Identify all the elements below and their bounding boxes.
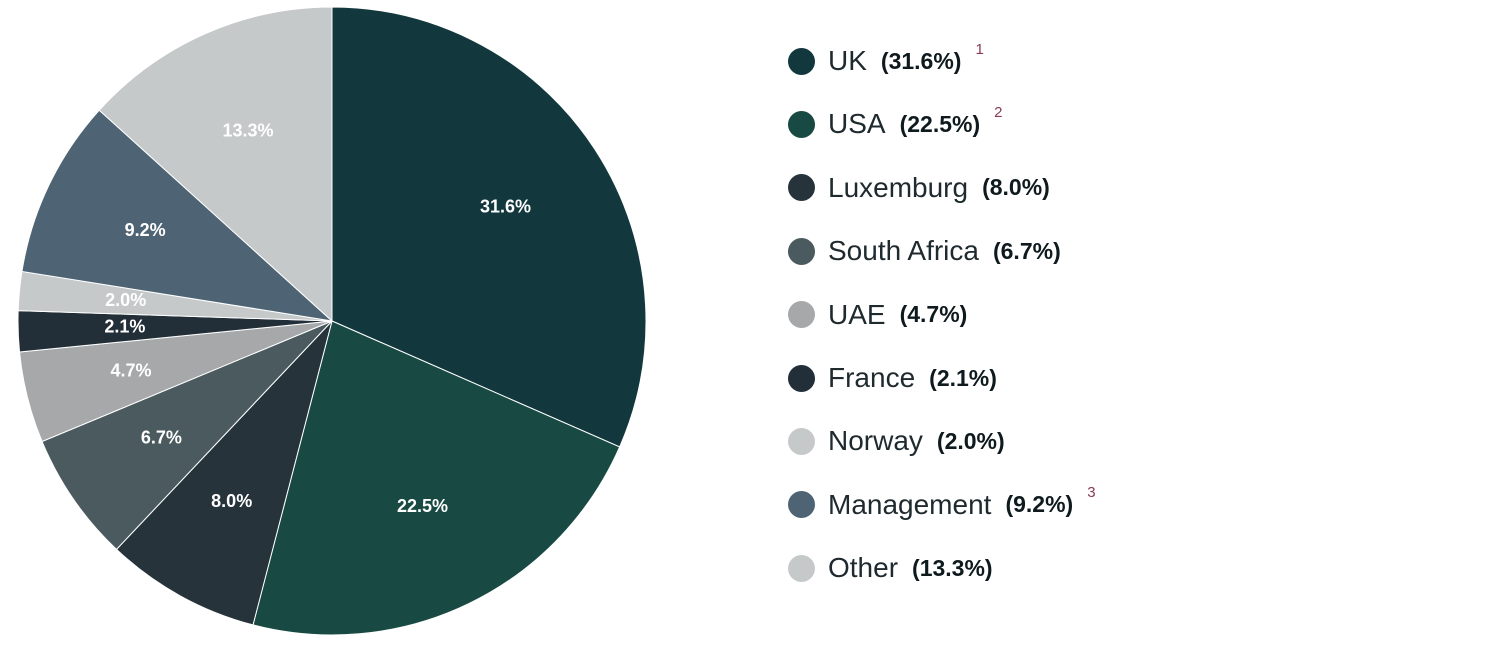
- slice-value-label: 13.3%: [222, 120, 273, 140]
- pie-slice-other: [98, 6, 333, 323]
- legend-label: South Africa: [828, 235, 979, 267]
- legend-item: Luxemburg (8.0%): [788, 168, 1050, 208]
- legend-item: UK (31.6%) 1: [788, 41, 984, 81]
- legend-swatch: [788, 301, 815, 329]
- legend-swatch: [788, 491, 815, 519]
- legend-percentage: (13.3%): [912, 554, 993, 581]
- legend-label: Luxemburg: [828, 171, 969, 203]
- legend-item: Norway (2.0%): [788, 421, 1005, 461]
- legend-item: South Africa (6.7%): [788, 231, 1061, 271]
- legend-swatch: [788, 364, 815, 392]
- legend-footnote-marker: 1: [975, 40, 984, 58]
- pie-slice-luxemburg: [115, 320, 333, 626]
- legend-percentage: (6.7%): [992, 237, 1061, 264]
- slice-value-label: 9.2%: [125, 220, 166, 240]
- legend-swatch: [788, 174, 815, 202]
- slice-value-label: 4.7%: [110, 360, 151, 380]
- slice-value-label: 2.1%: [104, 317, 145, 337]
- slice-value-label: 31.6%: [480, 196, 531, 216]
- legend-label: Norway: [828, 425, 923, 457]
- legend-item: France (2.1%): [788, 358, 997, 398]
- legend-item: Management (9.2%) 3: [788, 484, 1096, 525]
- legend-label: France: [828, 362, 916, 393]
- legend-item: Other (13.3%): [788, 548, 993, 588]
- legend-label: UAE: [828, 298, 886, 330]
- slice-value-label: 6.7%: [141, 427, 182, 447]
- legend-percentage: (2.0%): [936, 427, 1005, 454]
- legend-label: USA: [828, 108, 886, 140]
- pie-chart: 31.6% 22.5% 8.0% 6.7% 4.7% 2.1% 2.0% 9.2% 13.3%: [17, 6, 647, 636]
- slice-value-label: 22.5%: [397, 496, 448, 516]
- legend-swatch: [788, 427, 815, 455]
- legend-swatch: [788, 110, 815, 138]
- legend-percentage: (4.7%): [899, 301, 968, 328]
- legend-percentage: (31.6%): [880, 47, 962, 74]
- legend-percentage: (22.5%): [899, 110, 981, 137]
- legend-percentage: (8.0%): [982, 174, 1050, 201]
- legend-item: USA (22.5%) 2: [788, 104, 1002, 144]
- legend-percentage: (9.2%): [1005, 491, 1074, 518]
- legend-item: UAE (4.7%): [788, 295, 967, 335]
- pie-slice-usa: [252, 320, 621, 636]
- legend-footnote-marker: 2: [994, 103, 1003, 121]
- legend-label: Other: [828, 552, 899, 584]
- legend-percentage: (2.1%): [929, 364, 997, 391]
- legend-footnote-marker: 3: [1087, 484, 1096, 502]
- legend-swatch: [788, 47, 815, 75]
- legend-label: UK: [828, 45, 867, 76]
- legend-swatch: [788, 554, 815, 582]
- slice-value-label: 8.0%: [211, 491, 252, 511]
- pie-slice-uk: [331, 6, 647, 448]
- slice-value-label: 2.0%: [105, 290, 146, 310]
- legend-swatch: [788, 237, 815, 265]
- pie-slice-south-africa: [41, 320, 333, 551]
- pie-slice-management: [21, 109, 334, 322]
- legend-label: Management: [828, 488, 992, 520]
